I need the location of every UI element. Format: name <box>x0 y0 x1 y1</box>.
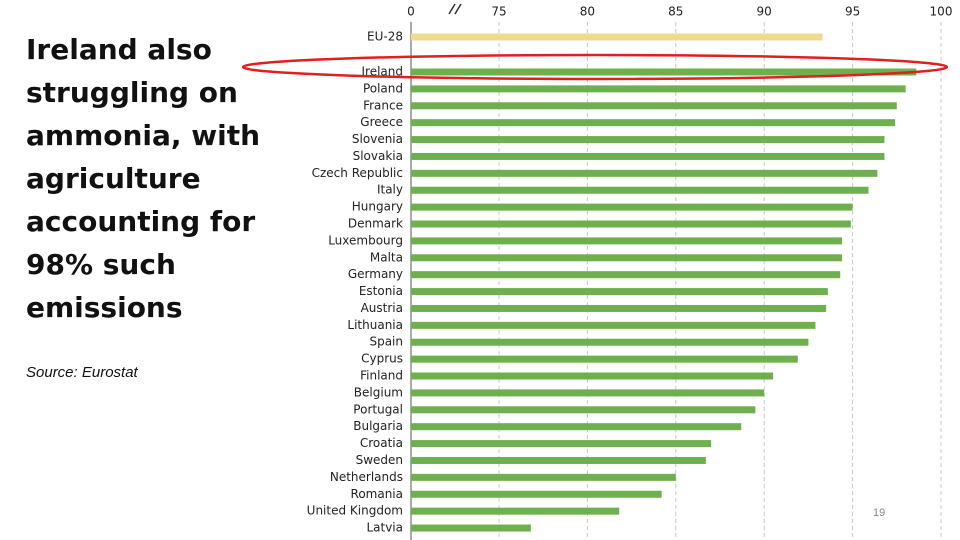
x-tick-label: 100 <box>930 5 953 19</box>
y-tick-label: Czech Republic <box>312 166 403 180</box>
y-tick-label: Malta <box>370 250 403 264</box>
y-tick-label: Denmark <box>348 217 403 231</box>
bar <box>411 338 809 346</box>
title-line: emissions <box>26 291 183 324</box>
bar <box>411 406 756 414</box>
y-tick-label: France <box>363 98 403 112</box>
bar <box>411 507 620 515</box>
title-line: agriculture <box>26 162 201 195</box>
y-tick-label: Greece <box>360 115 403 129</box>
title-line: struggling on <box>26 76 238 109</box>
bar <box>411 423 742 431</box>
title-line: accounting for <box>26 205 256 238</box>
bar <box>411 237 842 245</box>
bar <box>411 456 706 464</box>
bar <box>411 68 917 76</box>
page-number: 19 <box>873 507 886 519</box>
y-tick-label: Germany <box>348 267 403 281</box>
y-tick-label: Hungary <box>352 200 403 214</box>
y-tick-label: Slovakia <box>353 149 403 163</box>
y-tick-label: Italy <box>377 183 403 197</box>
y-tick-label: Ireland <box>361 65 403 79</box>
bar <box>411 254 842 262</box>
y-tick-label: Finland <box>360 369 403 383</box>
bar <box>411 288 828 296</box>
y-tick-label: Belgium <box>354 385 403 399</box>
source: Source: Eurostat <box>26 364 138 381</box>
y-tick-label: Netherlands <box>330 470 403 484</box>
bar <box>411 203 853 211</box>
bar <box>411 33 823 41</box>
bar <box>411 220 851 228</box>
y-tick-label: Spain <box>369 335 403 349</box>
bar <box>411 304 827 312</box>
bar <box>411 372 774 380</box>
x-tick-label: 95 <box>845 5 860 19</box>
slide-title: Ireland also struggling on ammonia, with ag… <box>26 28 260 329</box>
bar <box>411 440 712 448</box>
highlight-ellipse <box>241 53 949 81</box>
x-tick-label: 0 <box>407 5 415 19</box>
y-tick-label: Bulgaria <box>353 419 403 433</box>
bar <box>411 169 878 177</box>
bar <box>411 355 798 363</box>
x-tick-label: 75 <box>491 5 506 19</box>
bar <box>411 119 896 127</box>
y-tick-label: Slovenia <box>352 132 403 146</box>
x-tick-label: 90 <box>757 5 772 19</box>
y-tick-label: Estonia <box>359 284 403 298</box>
y-tick-label: Cyprus <box>361 352 403 366</box>
y-tick-label: Austria <box>361 301 403 315</box>
y-tick-label: Lithuania <box>347 318 403 332</box>
y-tick-label: Sweden <box>356 453 403 467</box>
bar <box>411 136 885 144</box>
bar <box>411 389 765 397</box>
y-tick-label: EU-28 <box>367 30 403 44</box>
bar <box>411 524 531 532</box>
bar <box>411 490 662 498</box>
bar <box>411 473 676 481</box>
y-tick-label: Poland <box>363 81 403 95</box>
axis-break <box>448 3 456 15</box>
y-tick-label: United Kingdom <box>307 504 403 518</box>
title-line: Ireland also <box>26 33 212 66</box>
x-tick-label: 85 <box>668 5 683 19</box>
x-tick-label: 80 <box>580 5 595 19</box>
bar <box>411 102 897 110</box>
bar <box>411 152 885 160</box>
y-tick-label: Romania <box>351 487 403 501</box>
title-line: 98% such <box>26 248 176 281</box>
bar <box>411 85 906 93</box>
title-line: ammonia, with <box>26 119 261 152</box>
bar <box>411 186 869 194</box>
bar <box>411 271 841 279</box>
y-tick-label: Croatia <box>360 436 403 450</box>
y-tick-label: Portugal <box>353 402 403 416</box>
y-tick-label: Latvia <box>366 521 403 535</box>
axis-break <box>454 3 462 15</box>
y-tick-label: Luxembourg <box>328 233 403 247</box>
bar <box>411 321 816 329</box>
